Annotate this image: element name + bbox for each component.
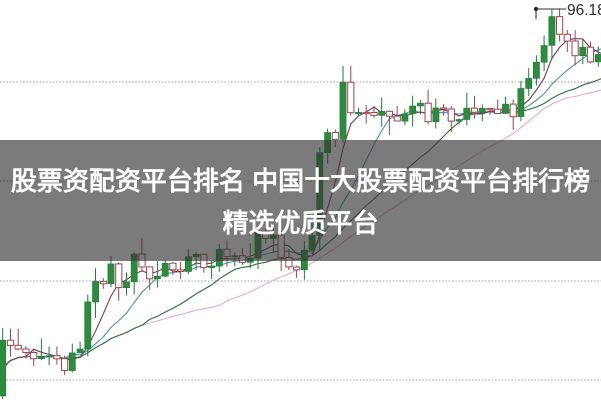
svg-text:96.18: 96.18 bbox=[567, 2, 601, 19]
